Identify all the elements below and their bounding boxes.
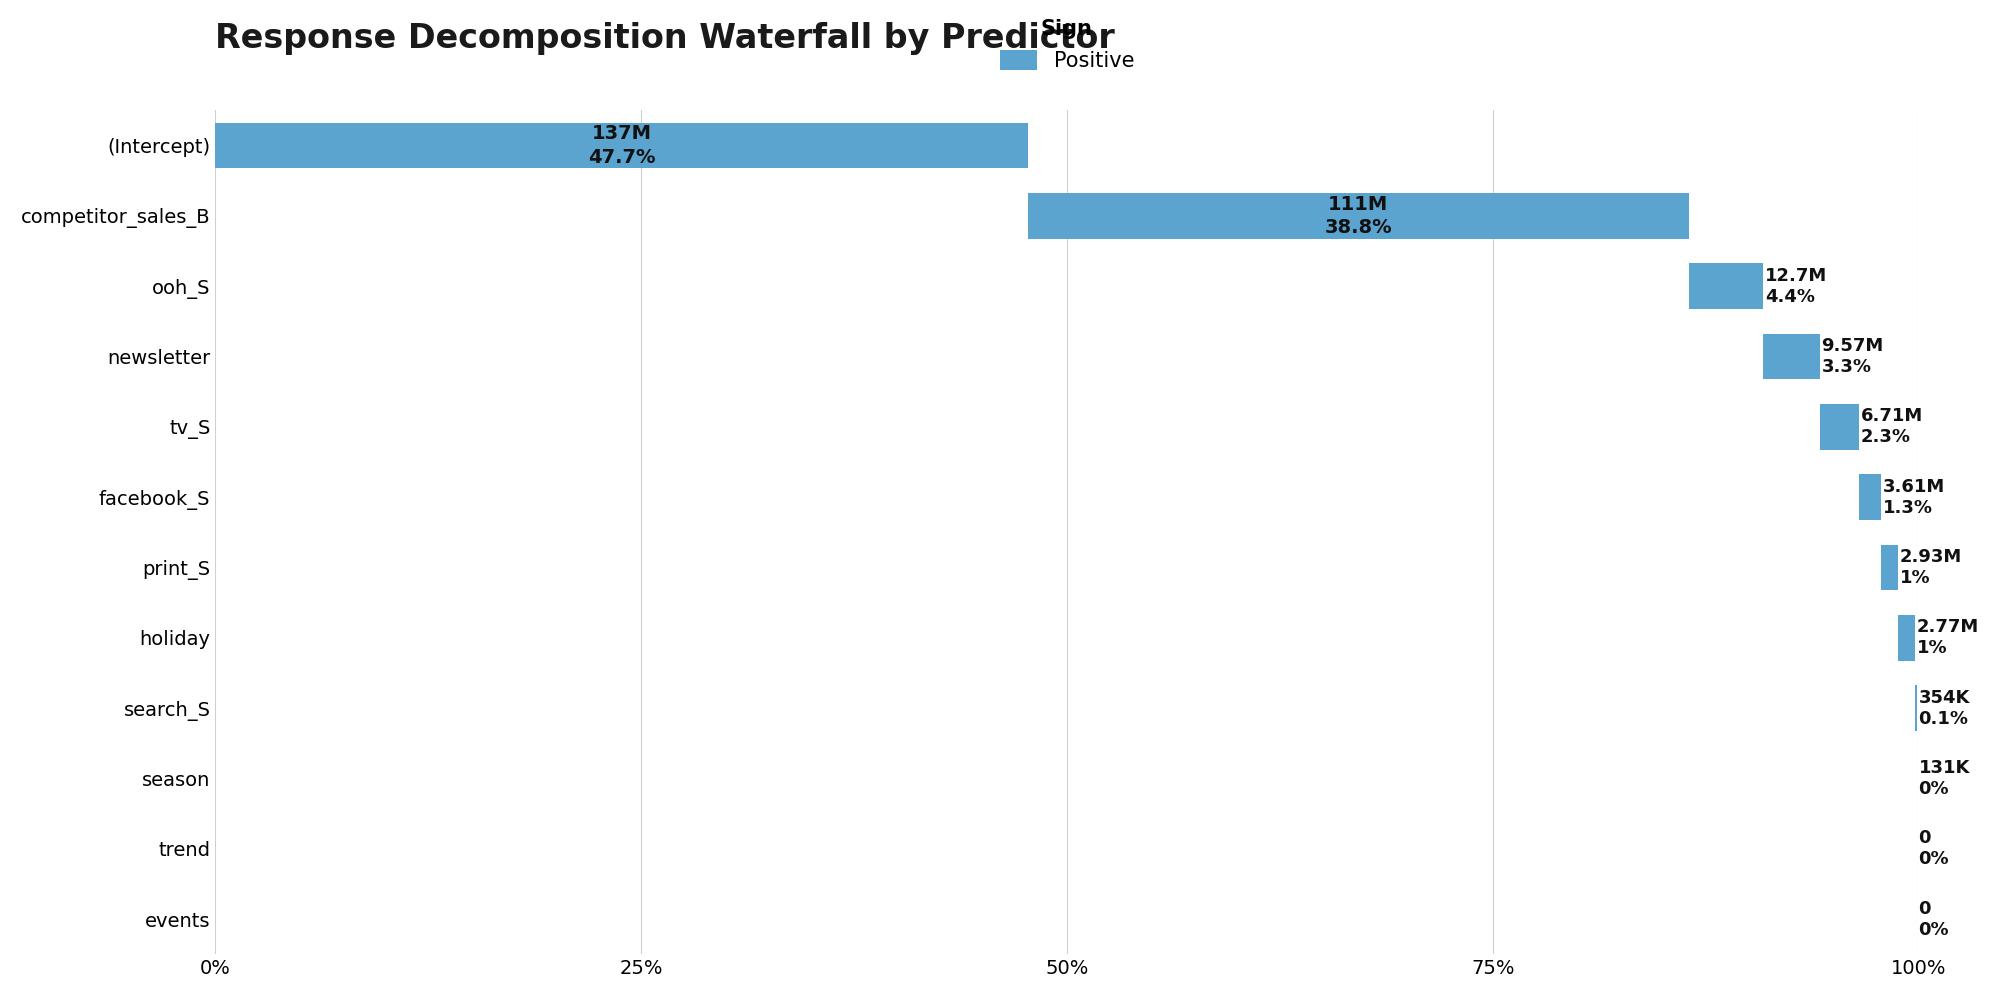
Text: 111M
38.8%: 111M 38.8%	[1324, 195, 1392, 237]
Text: 2.77M
1%: 2.77M 1%	[1916, 618, 1980, 657]
Bar	[1858, 475, 1880, 520]
Bar	[1898, 615, 1916, 660]
Bar	[1764, 334, 1820, 380]
Text: 6.71M
2.3%: 6.71M 2.3%	[1860, 408, 1922, 447]
Text: 131K
0%: 131K 0%	[1918, 759, 1970, 798]
Text: 9.57M
3.3%: 9.57M 3.3%	[1822, 337, 1884, 376]
Text: 12.7M
4.4%: 12.7M 4.4%	[1766, 267, 1828, 306]
Text: Response Decomposition Waterfall by Predictor: Response Decomposition Waterfall by Pred…	[216, 22, 1116, 55]
Legend: Positive: Positive	[992, 11, 1142, 79]
Bar	[216, 123, 1028, 169]
Bar	[1820, 404, 1858, 450]
Text: 137M
47.7%: 137M 47.7%	[588, 124, 656, 167]
Text: 354K
0.1%: 354K 0.1%	[1918, 688, 1970, 727]
Bar	[1028, 193, 1688, 239]
Bar	[1880, 544, 1898, 590]
Bar	[1688, 264, 1764, 309]
Text: 3.61M
1.3%: 3.61M 1.3%	[1882, 478, 1944, 516]
Text: 0
0%: 0 0%	[1918, 829, 1950, 868]
Text: 0
0%: 0 0%	[1918, 900, 1950, 938]
Text: 2.93M
1%: 2.93M 1%	[1900, 548, 1962, 587]
